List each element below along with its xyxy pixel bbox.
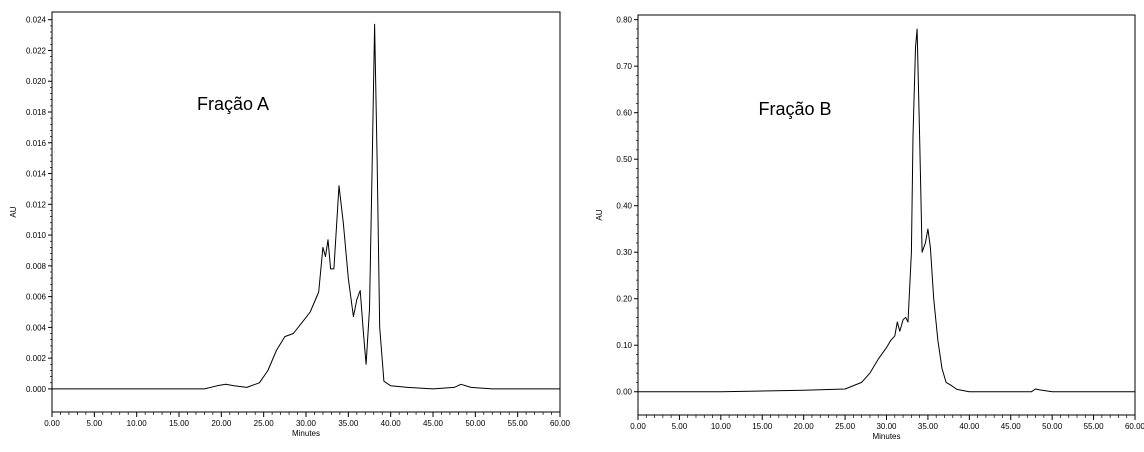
y-tick-label: 0.008 — [26, 262, 47, 271]
x-tick-label: 15.00 — [169, 419, 190, 428]
x-tick-label: 5.00 — [87, 419, 103, 428]
x-tick-label: 0.00 — [630, 422, 646, 431]
series-line — [638, 28, 1135, 393]
plot-frame — [51, 11, 561, 413]
y-tick-label: 0.020 — [26, 77, 47, 86]
y-tick-label: 0.40 — [616, 202, 632, 211]
y-tick-label: 0.018 — [26, 108, 47, 117]
x-axis-title: Minutes — [292, 429, 320, 438]
x-tick-label: 45.00 — [1001, 422, 1022, 431]
x-tick-label: 35.00 — [918, 422, 939, 431]
x-tick-label: 30.00 — [296, 419, 317, 428]
y-tick-label: 0.012 — [26, 200, 47, 209]
x-tick-label: 35.00 — [338, 419, 359, 428]
x-axis-title: Minutes — [872, 432, 900, 441]
x-tick-label: 60.00 — [550, 419, 571, 428]
annotation-box — [150, 82, 280, 132]
annotation-label: Fração A — [197, 94, 269, 114]
plot-frame — [637, 14, 1136, 416]
y-tick-label: 0.20 — [616, 295, 632, 304]
y-tick-label: 0.50 — [616, 155, 632, 164]
y-tick-label: 0.024 — [26, 16, 47, 25]
y-tick-label: 0.004 — [26, 323, 47, 332]
x-tick-label: 15.00 — [752, 422, 773, 431]
y-tick-label: 0.022 — [26, 46, 47, 55]
x-tick-label: 40.00 — [959, 422, 980, 431]
y-tick-label: 0.000 — [26, 385, 47, 394]
y-tick-label: 0.60 — [616, 109, 632, 118]
x-tick-label: 20.00 — [211, 419, 232, 428]
chart-fracao-a: 0.000 0.002 0.004 0.006 0.008 0.010 0.012 0.014… — [9, 11, 571, 438]
y-tick-label: 0.70 — [616, 62, 632, 71]
y-tick-label: 0.30 — [616, 248, 632, 257]
x-tick-label: 50.00 — [1042, 422, 1063, 431]
y-tick-label: 0.80 — [616, 16, 632, 25]
x-tick-label: 30.00 — [876, 422, 897, 431]
x-tick-label: 45.00 — [423, 419, 444, 428]
x-tick-label: 60.00 — [1125, 422, 1144, 431]
y-axis-title: AU — [595, 209, 604, 220]
x-tick-label: 20.00 — [794, 422, 815, 431]
y-tick-label: 0.002 — [26, 354, 47, 363]
y-axis-title: AU — [9, 206, 18, 217]
x-tick-label: 50.00 — [465, 419, 486, 428]
x-tick-label: 40.00 — [381, 419, 402, 428]
y-tick-label: 0.00 — [616, 388, 632, 397]
x-tick-label: 25.00 — [835, 422, 856, 431]
y-tick-label: 0.010 — [26, 231, 47, 240]
y-tick-label: 0.006 — [26, 293, 47, 302]
y-tick-label: 0.10 — [616, 341, 632, 350]
y-tick-label: 0.014 — [26, 170, 47, 179]
x-tick-label: 0.00 — [44, 419, 60, 428]
series-line — [52, 23, 560, 390]
y-tick-label: 0.016 — [26, 139, 47, 148]
chart-fracao-b: 0.00 0.10 0.20 0.30 0.40 0.50 0.60 0.70 0.80 0.00… — [595, 14, 1144, 441]
x-tick-label: 55.00 — [508, 419, 529, 428]
x-tick-label: 5.00 — [672, 422, 688, 431]
x-tick-label: 25.00 — [254, 419, 275, 428]
x-tick-label: 55.00 — [1084, 422, 1105, 431]
x-tick-label: 10.00 — [711, 422, 732, 431]
annotation-label: Fração B — [758, 99, 831, 119]
annotation-box — [720, 87, 860, 137]
x-tick-label: 10.00 — [127, 419, 148, 428]
